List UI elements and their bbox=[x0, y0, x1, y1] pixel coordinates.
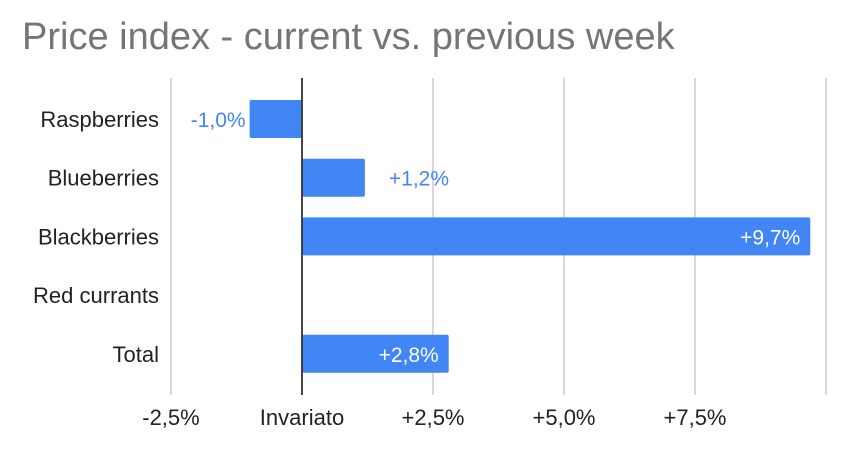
x-tick-label: -2,5% bbox=[142, 405, 199, 430]
data-label: +1,2% bbox=[389, 168, 449, 191]
bar bbox=[302, 217, 811, 256]
category-label: Total bbox=[113, 342, 159, 367]
bar bbox=[302, 334, 449, 373]
category-label: Raspberries bbox=[40, 107, 159, 132]
category-label: Red currants bbox=[33, 283, 159, 308]
x-tick-label: +5,0% bbox=[533, 405, 596, 430]
chart-title: Price index - current vs. previous week bbox=[22, 16, 675, 58]
data-label: +9,7% bbox=[740, 226, 800, 249]
bar bbox=[302, 158, 365, 197]
category-label: Blueberries bbox=[48, 166, 159, 191]
data-label: -1,0% bbox=[191, 109, 246, 132]
data-label: +2,8% bbox=[379, 344, 439, 367]
x-tick-label: +7,5% bbox=[664, 405, 727, 430]
x-tick-label: Invariato bbox=[260, 405, 344, 430]
x-tick-label: +2,5% bbox=[402, 405, 465, 430]
bar bbox=[249, 100, 302, 138]
category-label: Blackberries bbox=[38, 224, 159, 249]
